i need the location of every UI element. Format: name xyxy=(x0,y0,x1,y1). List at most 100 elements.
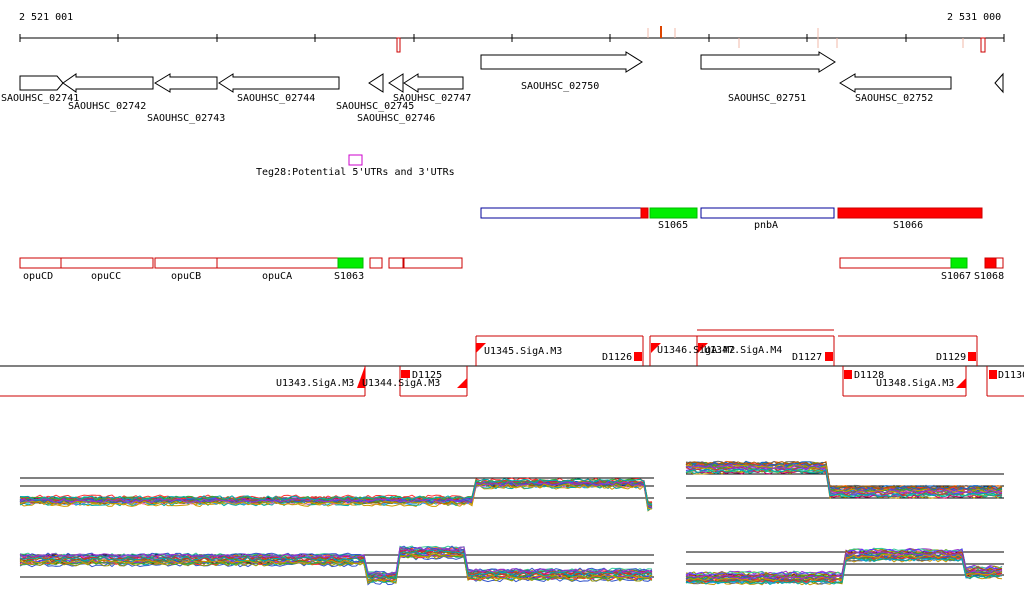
feature-label: opuCC xyxy=(91,271,121,282)
expression-panel xyxy=(685,460,1004,500)
expression-profile-line xyxy=(19,477,653,503)
feature-label: S1065 xyxy=(658,220,688,231)
feature-box-s1068[interactable] xyxy=(984,257,997,269)
expression-profile-line xyxy=(685,464,1003,495)
tu-label: U1347.SigA.M4 xyxy=(704,345,782,356)
gene-arrow-02747[interactable] xyxy=(403,73,464,93)
tu-label: D1127 xyxy=(792,352,822,363)
feature-label: opuCD xyxy=(23,271,53,282)
teg-box[interactable] xyxy=(348,154,363,166)
promoter-marker[interactable] xyxy=(651,343,661,353)
tu-label: D1129 xyxy=(936,352,966,363)
feature-box-s1063[interactable] xyxy=(337,257,364,269)
promoter-marker[interactable] xyxy=(698,343,708,353)
gene-arrow-02752[interactable] xyxy=(839,73,952,93)
gene-arrow-02742[interactable] xyxy=(62,73,154,93)
gene-label: SAOUHSC_02742 xyxy=(68,101,146,112)
gene-label: SAOUHSC_02752 xyxy=(855,93,933,104)
plus-feature-track: S1065 pnbA S1066 xyxy=(480,207,983,231)
gene-label: SAOUHSC_02751 xyxy=(728,93,806,104)
gene-arrow-edge[interactable] xyxy=(994,72,1004,94)
terminator-marker[interactable] xyxy=(634,352,642,361)
tu-label: D1126 xyxy=(602,352,632,363)
expression-profile-line xyxy=(19,478,653,506)
promoter-marker[interactable] xyxy=(476,343,486,353)
feature-label: S1063 xyxy=(334,271,364,282)
expression-profile-line xyxy=(685,557,1003,585)
ruler-end-label: 2 531 000 xyxy=(947,12,1002,23)
ruler-start-label: 2 521 001 xyxy=(19,12,74,23)
tu-label: D1125 xyxy=(412,370,442,381)
tu-label: D1130 xyxy=(998,370,1024,381)
gene-arrow-02745[interactable] xyxy=(368,73,384,93)
minus-feature-track: opuCD opuCC opuCB opuCA S1063 S1067 S106… xyxy=(19,257,1004,282)
feature-label: opuCB xyxy=(171,271,201,282)
gene-labels: SAOUHSC_02741 SAOUHSC_02742 SAOUHSC_0274… xyxy=(1,81,933,124)
feature-box-opucd[interactable] xyxy=(19,257,62,269)
gene-arrow-02743[interactable] xyxy=(154,73,218,93)
feature-label: opuCA xyxy=(262,271,292,282)
coordinate-ruler xyxy=(19,26,1005,53)
gene-track xyxy=(19,51,1004,94)
gene-arrow-02750[interactable] xyxy=(480,51,643,73)
feature-box[interactable] xyxy=(388,257,404,269)
expression-panel xyxy=(685,547,1004,586)
gene-label: SAOUHSC_02745 xyxy=(336,101,414,112)
ruler-marks xyxy=(396,26,986,53)
feature-label: S1068 xyxy=(974,271,1004,282)
gene-arrow-02751[interactable] xyxy=(700,51,836,73)
feature-box-s1065[interactable] xyxy=(649,207,698,219)
feature-label: S1066 xyxy=(893,220,923,231)
promoter-marker[interactable] xyxy=(956,378,966,388)
expression-profile-line xyxy=(685,468,1003,498)
feature-box-opuca[interactable] xyxy=(216,257,339,269)
tu-label: U1344.SigA.M3 xyxy=(362,378,440,389)
promoter-marker[interactable] xyxy=(457,378,467,388)
ruler-ticks xyxy=(19,34,1005,42)
tu-label: U1345.SigA.M3 xyxy=(484,346,562,357)
expression-profile-line xyxy=(19,481,653,508)
feature-box[interactable] xyxy=(480,207,649,219)
terminator-marker[interactable] xyxy=(968,352,976,361)
terminator-marker[interactable] xyxy=(844,370,852,379)
tu-label: U1343.SigA.M3 xyxy=(276,378,354,389)
gene-arrow-02741[interactable] xyxy=(19,75,64,91)
gene-label: SAOUHSC_02746 xyxy=(357,113,435,124)
teg-track: Teg28:Potential 5'UTRs and 3'UTRs xyxy=(256,154,455,178)
tu-track: U1345.SigA.M3 D1126 U1346.SigA.M2 U1347.… xyxy=(0,329,1024,397)
gene-label: SAOUHSC_02750 xyxy=(521,81,599,92)
expression-profiles xyxy=(19,460,1004,586)
gene-label: SAOUHSC_02741 xyxy=(1,93,79,104)
feature-box[interactable] xyxy=(640,207,649,219)
terminator-marker[interactable] xyxy=(401,370,410,378)
feature-box-s1066[interactable] xyxy=(837,207,983,219)
expression-panel xyxy=(19,545,654,586)
feature-box-opucb[interactable] xyxy=(154,257,218,269)
expression-profile-line xyxy=(19,546,653,577)
tu-label: U1348.SigA.M3 xyxy=(876,378,954,389)
tu-label: U1346.SigA.M2 xyxy=(657,345,735,356)
feature-box-pnba[interactable] xyxy=(700,207,835,219)
gene-arrow-02744[interactable] xyxy=(218,73,340,93)
feature-box[interactable] xyxy=(403,257,463,269)
feature-box[interactable] xyxy=(369,257,383,269)
tu-label: D1128 xyxy=(854,370,884,381)
feature-label: S1067 xyxy=(941,271,971,282)
gene-label: SAOUHSC_02744 xyxy=(237,93,315,104)
expression-profile-line xyxy=(686,462,1003,492)
promoter-marker[interactable] xyxy=(357,366,365,388)
expression-profile-line xyxy=(685,551,1003,580)
gene-label: SAOUHSC_02743 xyxy=(147,113,225,124)
terminator-marker[interactable] xyxy=(989,370,997,379)
feature-box[interactable] xyxy=(839,257,952,269)
feature-box-opucc[interactable] xyxy=(60,257,154,269)
expression-profile-line xyxy=(19,549,653,579)
feature-box-s1067[interactable] xyxy=(950,257,968,269)
gene-label: SAOUHSC_02747 xyxy=(393,93,471,104)
feature-box[interactable] xyxy=(995,257,1004,269)
expression-profile-line xyxy=(685,461,1003,491)
terminator-marker[interactable] xyxy=(825,352,833,361)
gene-arrow-02746[interactable] xyxy=(388,73,404,93)
expression-profile-line xyxy=(19,549,653,580)
